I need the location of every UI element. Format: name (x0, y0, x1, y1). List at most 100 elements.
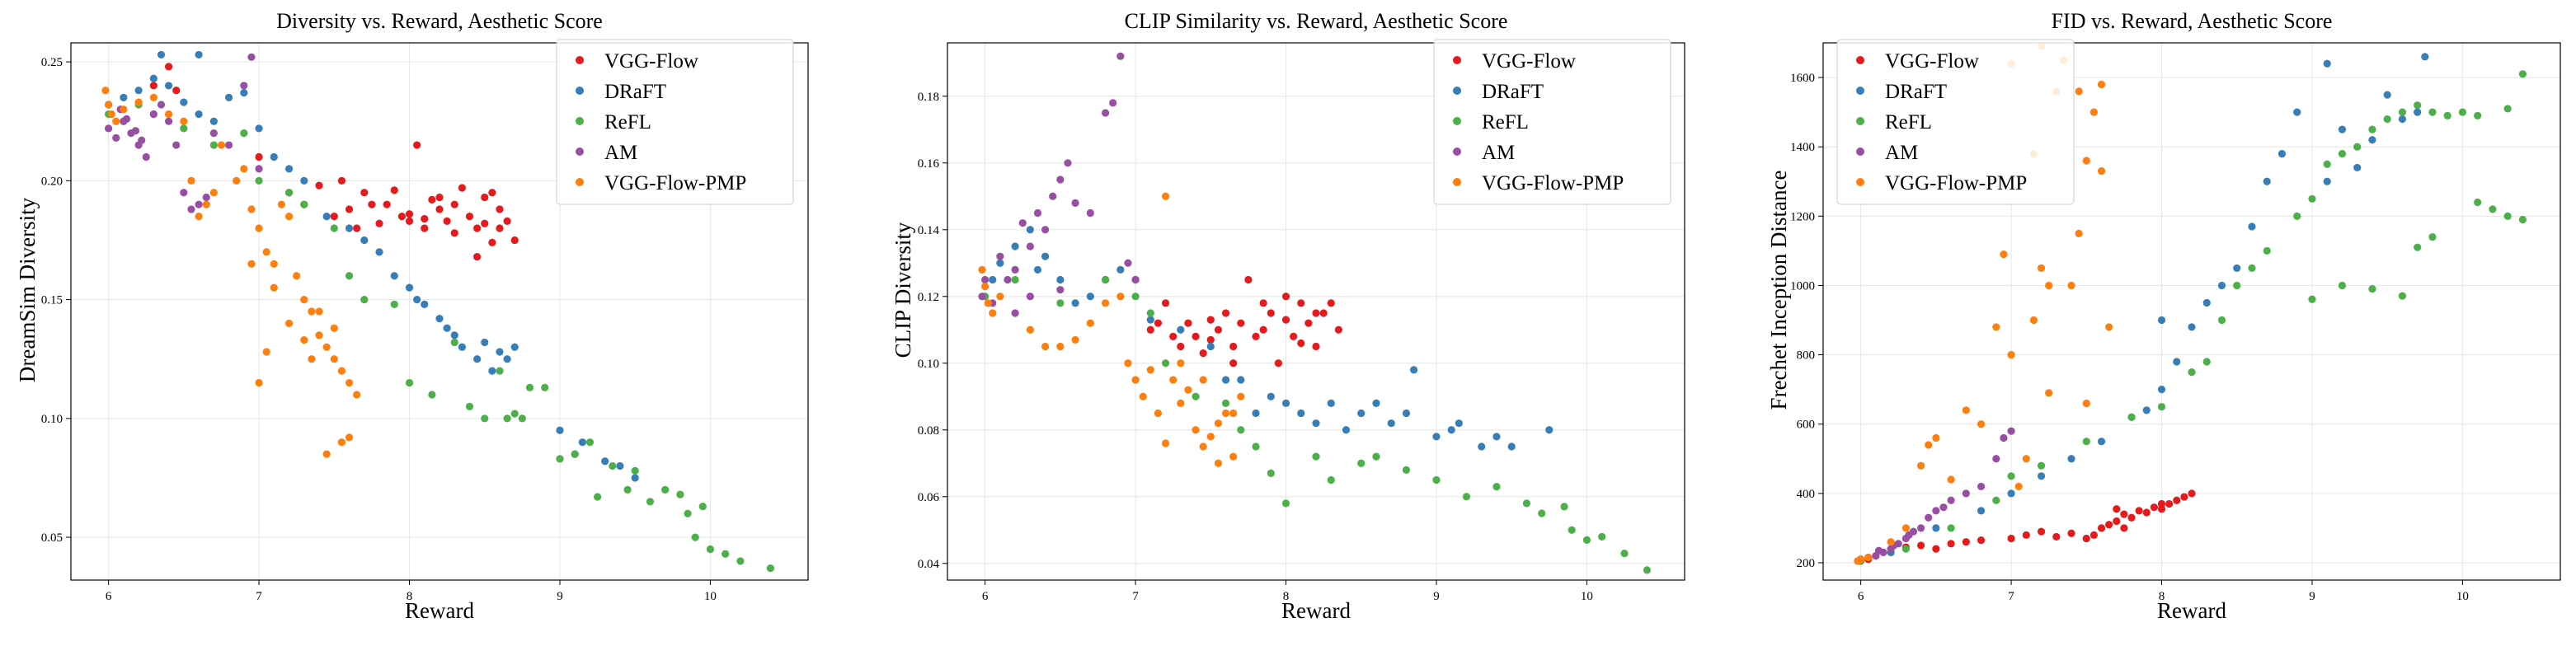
data-point (2127, 513, 2136, 522)
data-point (1041, 226, 1050, 234)
data-point (1560, 503, 1568, 511)
x-tick-label: 6 (982, 590, 989, 603)
data-point (1932, 545, 1940, 553)
data-point (1161, 192, 1170, 200)
data-point (1977, 507, 1986, 515)
data-point (2308, 295, 2316, 303)
data-point (2097, 80, 2106, 89)
data-point (2089, 531, 2099, 539)
data-point (2075, 229, 2083, 237)
data-point (1901, 545, 1910, 553)
data-point (1252, 409, 1260, 418)
data-point (1177, 342, 1185, 351)
data-point (112, 133, 120, 142)
data-point (1462, 493, 1471, 501)
data-point (180, 98, 188, 106)
data-point (1402, 409, 1411, 418)
legend-label: AM (604, 142, 637, 164)
data-point (2414, 108, 2422, 116)
data-point (473, 355, 482, 363)
data-point (2007, 427, 2015, 435)
data-point (2000, 250, 2008, 259)
data-point (1267, 469, 1275, 478)
data-point (1297, 339, 1305, 348)
data-point (337, 176, 346, 185)
legend-marker (1453, 87, 1461, 95)
y-tick-label: 0.14 (918, 224, 940, 237)
x-tick-label: 7 (256, 590, 262, 603)
data-point (134, 87, 143, 95)
data-point (322, 213, 331, 221)
data-point (2293, 212, 2301, 220)
legend-marker (1453, 178, 1461, 186)
data-point (270, 152, 278, 162)
data-point (2368, 125, 2376, 133)
data-point (481, 338, 489, 347)
data-point (1977, 482, 1986, 491)
legend-marker (1453, 56, 1461, 64)
data-point (1229, 342, 1238, 351)
data-point (1237, 319, 1245, 327)
plot-frame (1822, 42, 2561, 581)
legend-label: ReFL (1482, 111, 1529, 133)
data-point (1169, 332, 1178, 340)
data-point (510, 410, 519, 418)
legend-marker (1856, 117, 1864, 125)
data-point (345, 272, 354, 280)
data-point (2338, 125, 2347, 133)
data-point (284, 165, 294, 173)
data-point (1598, 532, 1606, 541)
data-point (390, 186, 398, 194)
data-point (300, 200, 308, 208)
x-tick-label: 7 (1132, 590, 1139, 603)
data-point (2157, 403, 2166, 411)
data-point (224, 93, 233, 101)
data-point (421, 224, 429, 232)
data-point (1169, 376, 1178, 384)
y-tick-label: 0.16 (918, 157, 940, 171)
data-point (1925, 513, 1933, 522)
data-point (609, 461, 617, 470)
data-point (240, 82, 248, 90)
plot-frame (947, 42, 1685, 581)
data-point (1947, 496, 1955, 504)
data-point (1086, 319, 1094, 327)
data-point (1161, 439, 1170, 447)
data-point (2414, 101, 2422, 110)
data-point (1290, 332, 1298, 340)
data-point (375, 248, 383, 256)
data-point (2233, 281, 2241, 290)
data-point (1342, 426, 1351, 434)
data-point (2233, 264, 2241, 273)
data-point (488, 189, 496, 197)
data-point (1492, 433, 1501, 441)
data-point (2248, 264, 2256, 273)
y-axis-label: DreamSim Diversity (15, 197, 40, 382)
data-point (2398, 108, 2407, 116)
data-point (397, 213, 406, 221)
data-point (383, 200, 391, 208)
data-point (556, 426, 564, 434)
data-point (2323, 177, 2331, 185)
data-point (2022, 455, 2030, 463)
data-point (1184, 319, 1192, 327)
data-point (209, 117, 218, 125)
data-point (2202, 298, 2211, 307)
data-point (435, 315, 444, 323)
data-point (180, 189, 188, 197)
data-point (1033, 265, 1042, 274)
data-point (1026, 242, 1034, 250)
data-point (2383, 91, 2391, 99)
data-point (2518, 70, 2527, 78)
data-point (481, 414, 489, 423)
data-point (2113, 505, 2121, 513)
data-point (981, 275, 990, 284)
x-tick-label: 8 (407, 590, 413, 603)
data-point (1237, 392, 1245, 400)
data-point (2067, 281, 2075, 290)
data-point (450, 338, 458, 347)
data-point (1267, 309, 1275, 317)
data-point (503, 217, 511, 225)
data-point (277, 200, 286, 208)
legend-label: VGG-Flow (1482, 50, 1576, 73)
